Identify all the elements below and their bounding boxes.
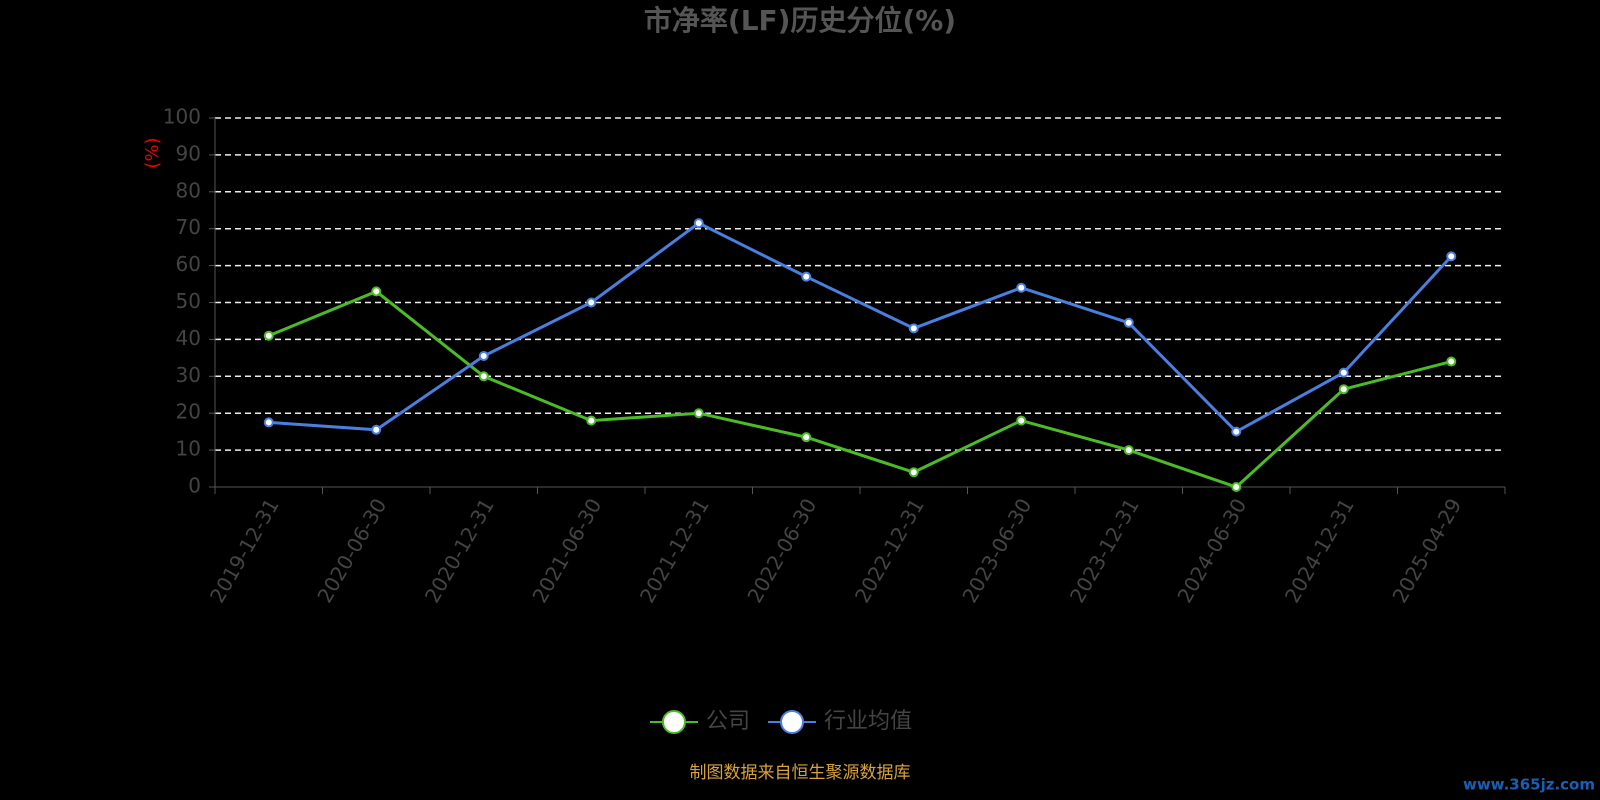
data-point xyxy=(693,408,704,419)
x-tick-label: 2020-12-31 xyxy=(420,494,499,607)
data-point xyxy=(1338,384,1349,395)
y-tick-label: 20 xyxy=(176,400,201,424)
data-point xyxy=(1231,426,1242,437)
y-tick-label: 100 xyxy=(163,105,201,129)
data-point xyxy=(1231,482,1242,492)
data-point xyxy=(693,218,704,229)
y-tick-label: 90 xyxy=(176,141,201,165)
x-tick-label: 2025-04-29 xyxy=(1387,494,1466,607)
data-point xyxy=(1446,251,1457,262)
watermark: www.365jz.com xyxy=(1463,776,1595,794)
x-tick-label: 2019-12-31 xyxy=(205,494,284,607)
series-line xyxy=(268,289,1452,489)
data-point xyxy=(371,286,382,297)
legend-label: 行业均值 xyxy=(824,709,912,734)
y-tick-label: 60 xyxy=(176,252,201,276)
data-point xyxy=(263,417,274,428)
data-point xyxy=(908,323,919,334)
data-point xyxy=(586,415,597,426)
x-tick-label: 2020-06-30 xyxy=(312,494,391,607)
y-tick-label: 10 xyxy=(176,437,201,461)
data-point xyxy=(801,271,812,282)
x-tick-label: 2023-12-31 xyxy=(1065,494,1144,607)
y-tick-label: 40 xyxy=(176,326,201,350)
data-point xyxy=(1016,415,1027,426)
x-tick-label: 2024-12-31 xyxy=(1280,494,1359,607)
data-point xyxy=(371,424,382,435)
data-point xyxy=(908,467,919,478)
y-tick-label: 70 xyxy=(176,215,201,239)
data-point xyxy=(801,432,812,443)
data-point xyxy=(1338,367,1349,378)
legend-marker xyxy=(662,710,686,734)
x-tick-label: 2023-06-30 xyxy=(957,494,1036,607)
x-tick-label: 2021-06-30 xyxy=(527,494,606,607)
y-tick-label: 50 xyxy=(176,289,201,313)
x-tick-label: 2022-12-31 xyxy=(850,494,929,607)
data-point xyxy=(1016,282,1027,293)
y-tick-label: 30 xyxy=(176,363,201,387)
data-point xyxy=(478,351,489,362)
x-tick-label: 2021-12-31 xyxy=(635,494,714,607)
chart-title: 市净率(LF)历史分位(%) xyxy=(644,4,956,37)
y-tick-label: 0 xyxy=(188,474,201,498)
x-tick-label: 2024-06-30 xyxy=(1172,494,1251,607)
data-point xyxy=(1123,445,1134,456)
legend-label: 公司 xyxy=(706,709,750,734)
data-point xyxy=(263,330,274,341)
x-tick-label: 2022-06-30 xyxy=(742,494,821,607)
data-point xyxy=(586,297,597,308)
series-line xyxy=(268,221,1453,434)
data-point xyxy=(1446,356,1457,367)
y-axis-label: (%) xyxy=(142,137,163,168)
y-tick-label: 80 xyxy=(176,178,201,202)
source-note: 制图数据来自恒生聚源数据库 xyxy=(690,763,911,783)
data-point xyxy=(1123,317,1134,328)
data-point xyxy=(478,371,489,382)
legend-marker xyxy=(780,710,805,734)
